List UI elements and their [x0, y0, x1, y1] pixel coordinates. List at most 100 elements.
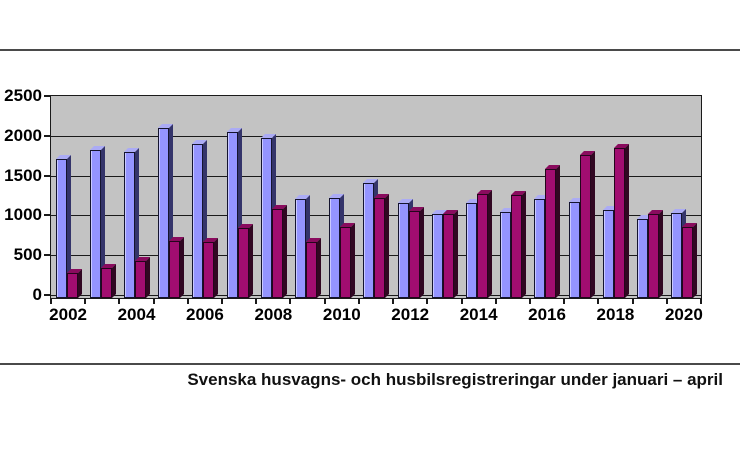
- bar-husvagnar-2010-top-face: [329, 194, 344, 198]
- x-axis-tick: [84, 299, 87, 304]
- bar-husbilar-2005: [169, 241, 180, 298]
- bar-husbilar-2018-side-face: [625, 144, 629, 298]
- bar-husbilar-2012-side-face: [420, 207, 424, 298]
- bar-husvagnar-2006: [192, 144, 203, 298]
- bar-husvagnar-2003-side-face: [101, 146, 105, 298]
- bar-husbilar-2011-top-face: [374, 194, 389, 198]
- bar-husvagnar-2020: [671, 213, 682, 298]
- top-rule: [0, 49, 740, 51]
- bar-husvagnar-2012-top-face: [398, 199, 413, 203]
- bar-husbilar-2010: [340, 227, 351, 298]
- bar-husbilar-2004: [135, 261, 146, 298]
- bar-husbilar-2017-top-face: [580, 151, 595, 155]
- bar-husvagnar-2014: [466, 203, 477, 298]
- bar-husbilar-2002-side-face: [78, 269, 82, 298]
- bar-husvagnar-2004-side-face: [135, 148, 139, 298]
- bar-husvagnar-2009-top-face: [295, 195, 310, 199]
- bar-husbilar-2008: [272, 209, 283, 298]
- bar-husbilar-2005-top-face: [169, 237, 184, 241]
- x-axis-tick: [118, 299, 121, 304]
- bar-husbilar-2014: [477, 194, 488, 298]
- bar-husbilar-2019: [648, 214, 659, 298]
- x-axis-tick: [528, 299, 531, 304]
- x-axis-tick: [631, 299, 634, 304]
- bar-husbilar-2017-side-face: [591, 151, 595, 298]
- y-axis-label: 1500: [4, 165, 42, 185]
- bar-husbilar-2010-top-face: [340, 223, 355, 227]
- bar-husvagnar-2011-top-face: [363, 179, 378, 183]
- bar-husvagnar-2014-top-face: [466, 199, 481, 203]
- bar-husbilar-2016: [545, 169, 556, 298]
- x-axis-label: 2012: [391, 305, 430, 324]
- bar-husvagnar-2004-top-face: [124, 148, 139, 152]
- y-axis-tick: [44, 95, 50, 97]
- bar-husbilar-2007: [238, 228, 249, 298]
- bar-husvagnar-2015: [500, 212, 511, 298]
- x-axis-label: 2008: [254, 305, 293, 324]
- bar-husvagnar-2020-top-face: [671, 209, 686, 213]
- bar-husvagnar-2015-top-face: [500, 208, 515, 212]
- y-axis-tick: [44, 254, 50, 257]
- bar-husvagnar-2002-top-face: [56, 155, 71, 159]
- bar-husbilar-2015-side-face: [522, 191, 526, 298]
- bar-husbilar-2002-top-face: [67, 269, 82, 273]
- x-axis-label: 2006: [186, 305, 224, 324]
- y-axis-label: 0: [32, 285, 42, 304]
- x-axis-label: 2020: [664, 305, 703, 324]
- x-axis-label: 2016: [528, 305, 566, 324]
- bar-husbilar-2007-top-face: [238, 224, 253, 228]
- y-axis-label: 1000: [4, 205, 42, 225]
- bar-husbilar-2007-side-face: [249, 224, 253, 298]
- x-axis-label: 2010: [322, 305, 361, 324]
- y-axis-label: 2000: [4, 125, 42, 145]
- bar-husbilar-2005-side-face: [180, 237, 184, 298]
- bar-husvagnar-2003-top-face: [90, 146, 105, 150]
- y-axis-tick: [44, 134, 50, 137]
- bar-husbilar-2004-side-face: [146, 257, 150, 298]
- x-axis-tick: [186, 299, 189, 304]
- bar-husbilar-2015-top-face: [511, 191, 526, 195]
- x-axis-tick: [221, 299, 224, 304]
- y-axis-tick: [44, 174, 50, 177]
- bar-husvagnar-2013: [432, 214, 443, 298]
- bar-husbilar-2014-top-face: [477, 190, 492, 194]
- gridline: [51, 135, 701, 137]
- y-axis-tick: [44, 294, 50, 296]
- x-axis-tick: [665, 299, 668, 304]
- bar-husvagnar-2005: [158, 128, 169, 298]
- bar-husbilar-2006: [203, 242, 214, 298]
- bar-husbilar-2020-top-face: [682, 223, 697, 227]
- bar-husvagnar-2005-top-face: [158, 124, 173, 128]
- bar-husvagnar-2008: [261, 138, 272, 298]
- x-axis-tick: [597, 299, 600, 304]
- x-axis-tick: [357, 299, 360, 304]
- x-axis-tick: [50, 299, 52, 304]
- bar-husbilar-2009-top-face: [306, 238, 321, 242]
- y-axis-label: 2500: [4, 86, 42, 105]
- bar-husvagnar-2019-top-face: [637, 215, 652, 219]
- bar-husvagnar-2007-top-face: [227, 128, 242, 132]
- bar-husbilar-2003: [101, 268, 112, 298]
- x-axis-tick: [289, 299, 292, 304]
- bar-husvagnar-2002: [56, 159, 67, 298]
- bar-husvagnar-2007-side-face: [238, 128, 242, 298]
- bar-husvagnar-2005-side-face: [169, 124, 173, 298]
- bar-husbilar-2009-side-face: [317, 238, 321, 298]
- bar-husbilar-2018-top-face: [614, 144, 629, 148]
- bar-husbilar-2019-side-face: [659, 210, 663, 298]
- bar-husvagnar-2006-side-face: [203, 140, 207, 298]
- bar-husbilar-2012-top-face: [409, 207, 424, 211]
- x-axis-tick: [494, 299, 497, 304]
- x-axis-label: 2004: [117, 305, 156, 324]
- x-axis-label: 2018: [596, 305, 635, 324]
- x-axis-tick: [152, 299, 155, 304]
- bar-husbilar-2013-side-face: [454, 210, 458, 298]
- bar-husbilar-2006-side-face: [214, 238, 218, 298]
- bar-husvagnar-2007: [227, 132, 238, 298]
- bar-husbilar-2013: [443, 214, 454, 298]
- x-axis-tick: [460, 299, 463, 304]
- y-axis-label: 500: [13, 245, 42, 265]
- bar-husbilar-2013-top-face: [443, 210, 458, 214]
- bar-husbilar-2002: [67, 273, 78, 298]
